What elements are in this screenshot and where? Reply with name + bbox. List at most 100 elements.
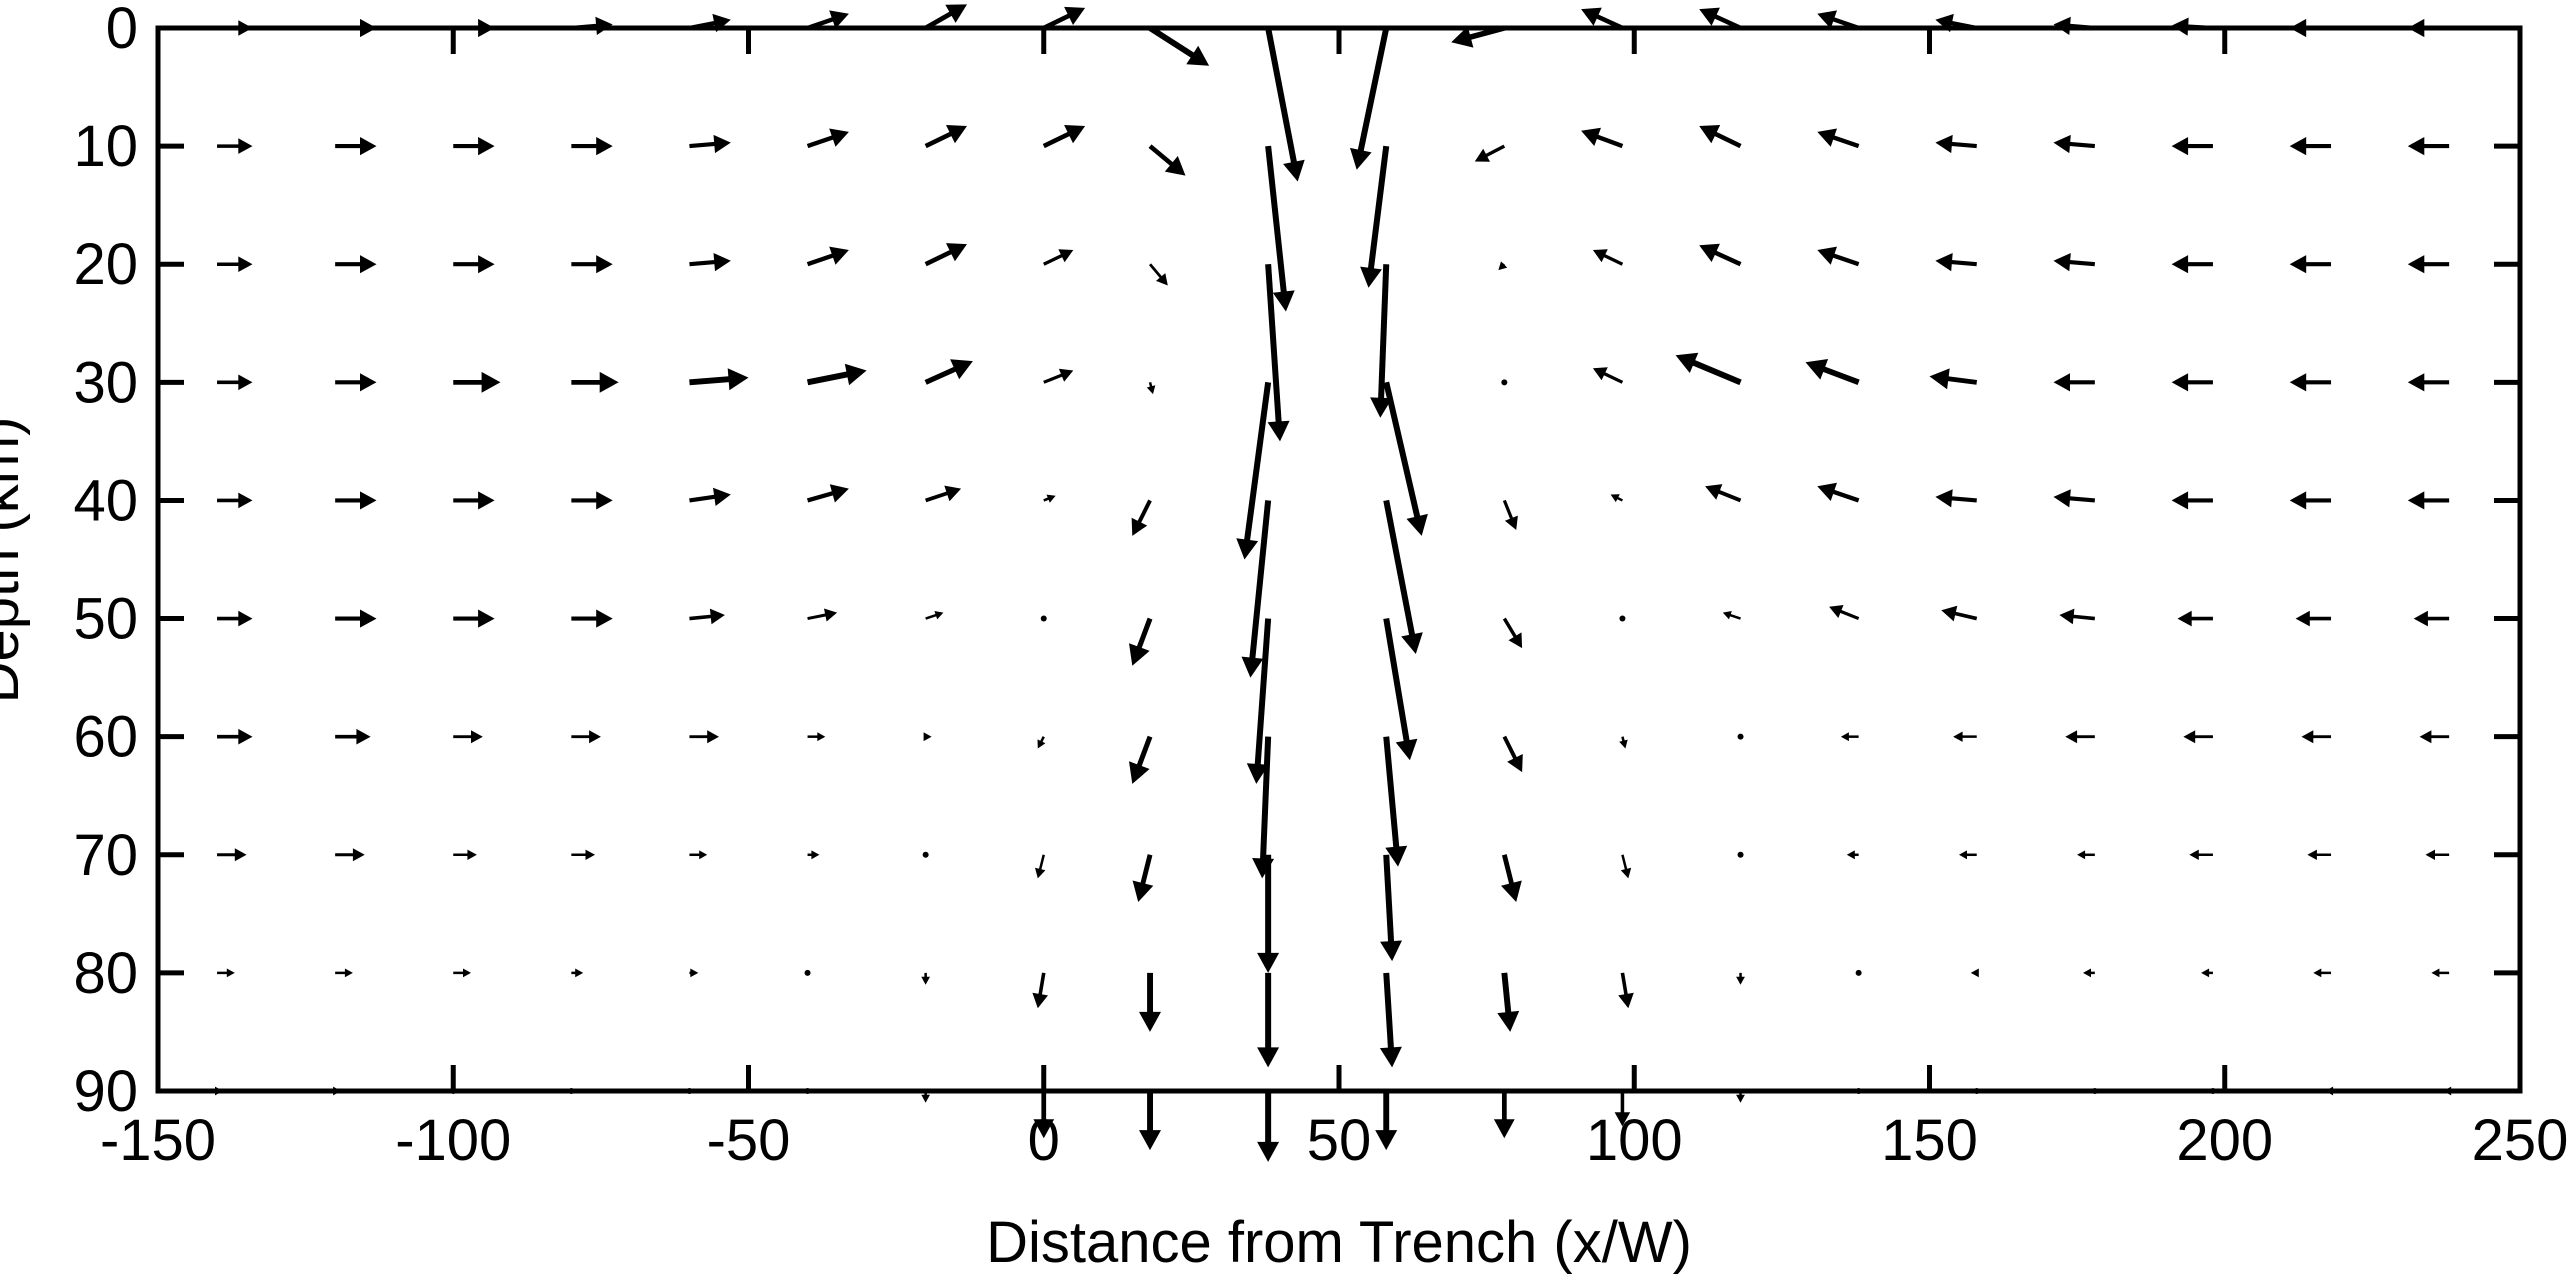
arrow-head xyxy=(238,492,253,509)
velocity-arrow xyxy=(1474,144,1506,162)
velocity-arrow xyxy=(1370,264,1393,418)
arrow-shaft xyxy=(1502,735,1518,761)
velocity-arrow xyxy=(2307,849,2332,860)
arrow-shaft xyxy=(806,371,850,386)
arrow-shaft xyxy=(924,131,954,149)
vector-field xyxy=(215,4,2452,1162)
velocity-arrow xyxy=(925,485,962,503)
arrow-shaft xyxy=(924,249,954,267)
arrow-head xyxy=(2289,373,2307,392)
arrow-shaft xyxy=(1831,253,1860,267)
velocity-arrow xyxy=(1042,125,1086,149)
velocity-arrow xyxy=(335,255,377,274)
velocity-arrow xyxy=(1129,617,1153,666)
velocity-arrow xyxy=(2407,255,2450,274)
arrow-head xyxy=(1385,845,1408,867)
arrow-shaft xyxy=(1043,373,1064,384)
arrow-shaft xyxy=(1148,263,1164,280)
y-tick-label: 30 xyxy=(73,350,138,415)
arrow-head xyxy=(1064,125,1086,144)
velocity-arrow xyxy=(2177,610,2213,627)
arrow-head xyxy=(1257,1047,1280,1068)
arrow-head xyxy=(690,968,699,978)
velocity-arrow xyxy=(1941,605,1978,622)
arrow-head xyxy=(1132,880,1154,902)
velocity-arrow xyxy=(807,732,826,742)
arrow-head xyxy=(1493,1119,1515,1139)
y-axis-ticks: 0 10 20 30 40 50 60 70 80 90 xyxy=(73,0,2520,1124)
arrow-head xyxy=(950,359,973,380)
arrow-shaft xyxy=(1831,134,1860,149)
arrow-shaft xyxy=(1148,144,1175,167)
velocity-arrow xyxy=(2289,137,2332,156)
velocity-arrow xyxy=(2171,255,2213,274)
velocity-arrow xyxy=(453,255,495,274)
velocity-arrow xyxy=(1581,7,1624,31)
velocity-arrow xyxy=(2407,137,2450,156)
arrow-head xyxy=(1033,1119,1055,1139)
arrow-head xyxy=(1139,1011,1161,1032)
velocity-arrow xyxy=(335,728,371,745)
velocity-arrow xyxy=(689,134,731,154)
x-tick-label: 200 xyxy=(2176,1108,2273,1173)
velocity-arrow xyxy=(1497,972,1520,1032)
arrow-shaft xyxy=(1502,499,1514,521)
arrow-shaft xyxy=(1038,854,1045,872)
arrow-head xyxy=(467,849,477,860)
velocity-arrow xyxy=(1846,850,1859,860)
plot-frame xyxy=(155,25,2523,1094)
velocity-arrow xyxy=(1592,249,1624,266)
arrow-shaft xyxy=(1383,854,1395,944)
velocity-arrow xyxy=(1610,494,1623,503)
arrow-shaft xyxy=(1136,735,1153,768)
velocity-arrow xyxy=(1257,1091,1280,1162)
arrow-head xyxy=(478,137,495,156)
arrow-head xyxy=(2407,137,2425,156)
arrow-shaft xyxy=(1501,972,1512,1015)
arrow-head xyxy=(1592,367,1608,381)
arrow-head xyxy=(2289,491,2307,510)
arrow-head xyxy=(1592,249,1608,263)
arrow-head xyxy=(2177,610,2192,627)
arrow-dot xyxy=(804,969,811,976)
arrow-head xyxy=(713,253,731,272)
y-tick-label: 40 xyxy=(73,468,138,533)
arrow-head xyxy=(360,137,377,156)
y-tick-label: 80 xyxy=(73,941,138,1006)
arrow-head xyxy=(1935,489,1953,508)
velocity-arrow xyxy=(1970,968,1979,978)
velocity-arrow xyxy=(1829,605,1860,621)
arrow-head xyxy=(829,10,849,29)
velocity-arrow xyxy=(1131,499,1152,536)
arrow-head xyxy=(2431,968,2440,978)
velocity-arrow xyxy=(1817,246,1860,267)
velocity-arrow xyxy=(2077,850,2095,860)
velocity-arrow xyxy=(1502,617,1523,649)
arrow-shaft xyxy=(1265,27,1298,165)
velocity-arrow xyxy=(1817,128,1860,149)
velocity-arrow xyxy=(217,492,253,509)
arrow-shaft xyxy=(1821,365,1860,385)
arrow-head xyxy=(2289,255,2307,274)
velocity-arrow xyxy=(1840,732,1859,742)
arrow-head xyxy=(707,730,719,744)
arrow-shaft xyxy=(689,376,731,386)
arrow-shaft xyxy=(689,494,717,503)
velocity-arrow xyxy=(2407,373,2450,392)
arrow-head xyxy=(575,968,584,978)
velocity-arrow xyxy=(1502,499,1518,530)
velocity-arrow xyxy=(453,491,495,510)
velocity-arrow xyxy=(1620,854,1632,879)
velocity-arrow xyxy=(806,128,849,149)
velocity-arrow xyxy=(1043,249,1074,266)
arrow-head xyxy=(226,968,235,978)
y-axis-label: Depth (km) xyxy=(0,417,31,704)
arrow-head xyxy=(1705,484,1723,500)
velocity-arrow xyxy=(689,608,725,625)
arrow-head xyxy=(344,968,353,978)
velocity-arrow xyxy=(1737,733,1744,740)
arrow-shaft xyxy=(1249,500,1272,660)
arrow-head xyxy=(1451,26,1474,48)
arrow-head xyxy=(2407,491,2425,510)
velocity-arrow xyxy=(1040,615,1047,622)
